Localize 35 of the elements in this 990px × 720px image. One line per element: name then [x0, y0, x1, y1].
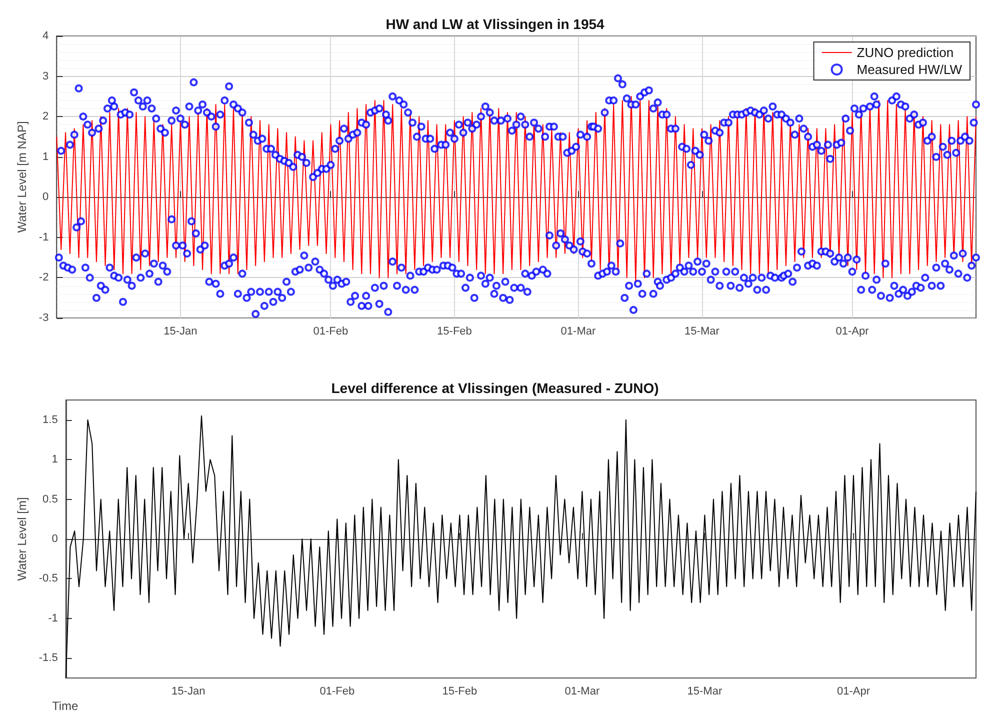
y-tick-label: 0	[42, 191, 49, 204]
y-tick-label: -1	[48, 612, 58, 624]
x-tick-label: 15-Feb	[437, 326, 472, 338]
y-tick-label: 1	[42, 150, 49, 163]
y-tick-label: 3	[42, 70, 49, 82]
legend-label: Measured HW/LW	[856, 62, 963, 77]
y-axis-title: Water Level [m NAP]	[15, 121, 29, 233]
y-tick-label: -0.5	[38, 572, 58, 585]
y-tick-label: -3	[38, 312, 49, 324]
x-tick-label: 01-Mar	[560, 326, 596, 338]
x-tick-label: 15-Feb	[442, 686, 478, 698]
y-tick-label: 2	[42, 110, 49, 123]
x-tick-label: 01-Mar	[564, 686, 600, 698]
y-tick-label: 0.5	[42, 493, 58, 506]
line-series	[65, 415, 976, 678]
y-tick-label: -1.5	[38, 652, 58, 664]
chart-title: Level difference at Vlissingen (Measured - ZUNO)	[331, 380, 659, 396]
y-tick-label: 4	[42, 30, 49, 42]
y-tick-label: -1	[38, 231, 49, 244]
x-axis-title: Time	[52, 699, 79, 713]
x-tick-label: 15-Mar	[687, 686, 722, 698]
y-axis-title: Water Level [m]	[15, 497, 29, 581]
x-tick-label: 15-Jan	[164, 326, 198, 338]
x-tick-label: 15-Jan	[172, 686, 206, 698]
x-tick-label: 01-Apr	[836, 686, 870, 698]
x-tick-label: 01-Feb	[313, 326, 348, 338]
x-tick-label: 01-Feb	[320, 686, 355, 698]
x-tick-label: 01-Apr	[836, 326, 870, 338]
y-tick-label: 0	[52, 533, 58, 545]
y-tick-label: 1.5	[42, 414, 58, 426]
legend-label: ZUNO prediction	[856, 45, 954, 60]
y-tick-label: -2	[38, 272, 49, 284]
chart-title: HW and LW at Vlissingen in 1954	[386, 16, 605, 32]
x-tick-label: 15-Mar	[684, 326, 720, 338]
y-tick-label: 1	[52, 454, 58, 466]
